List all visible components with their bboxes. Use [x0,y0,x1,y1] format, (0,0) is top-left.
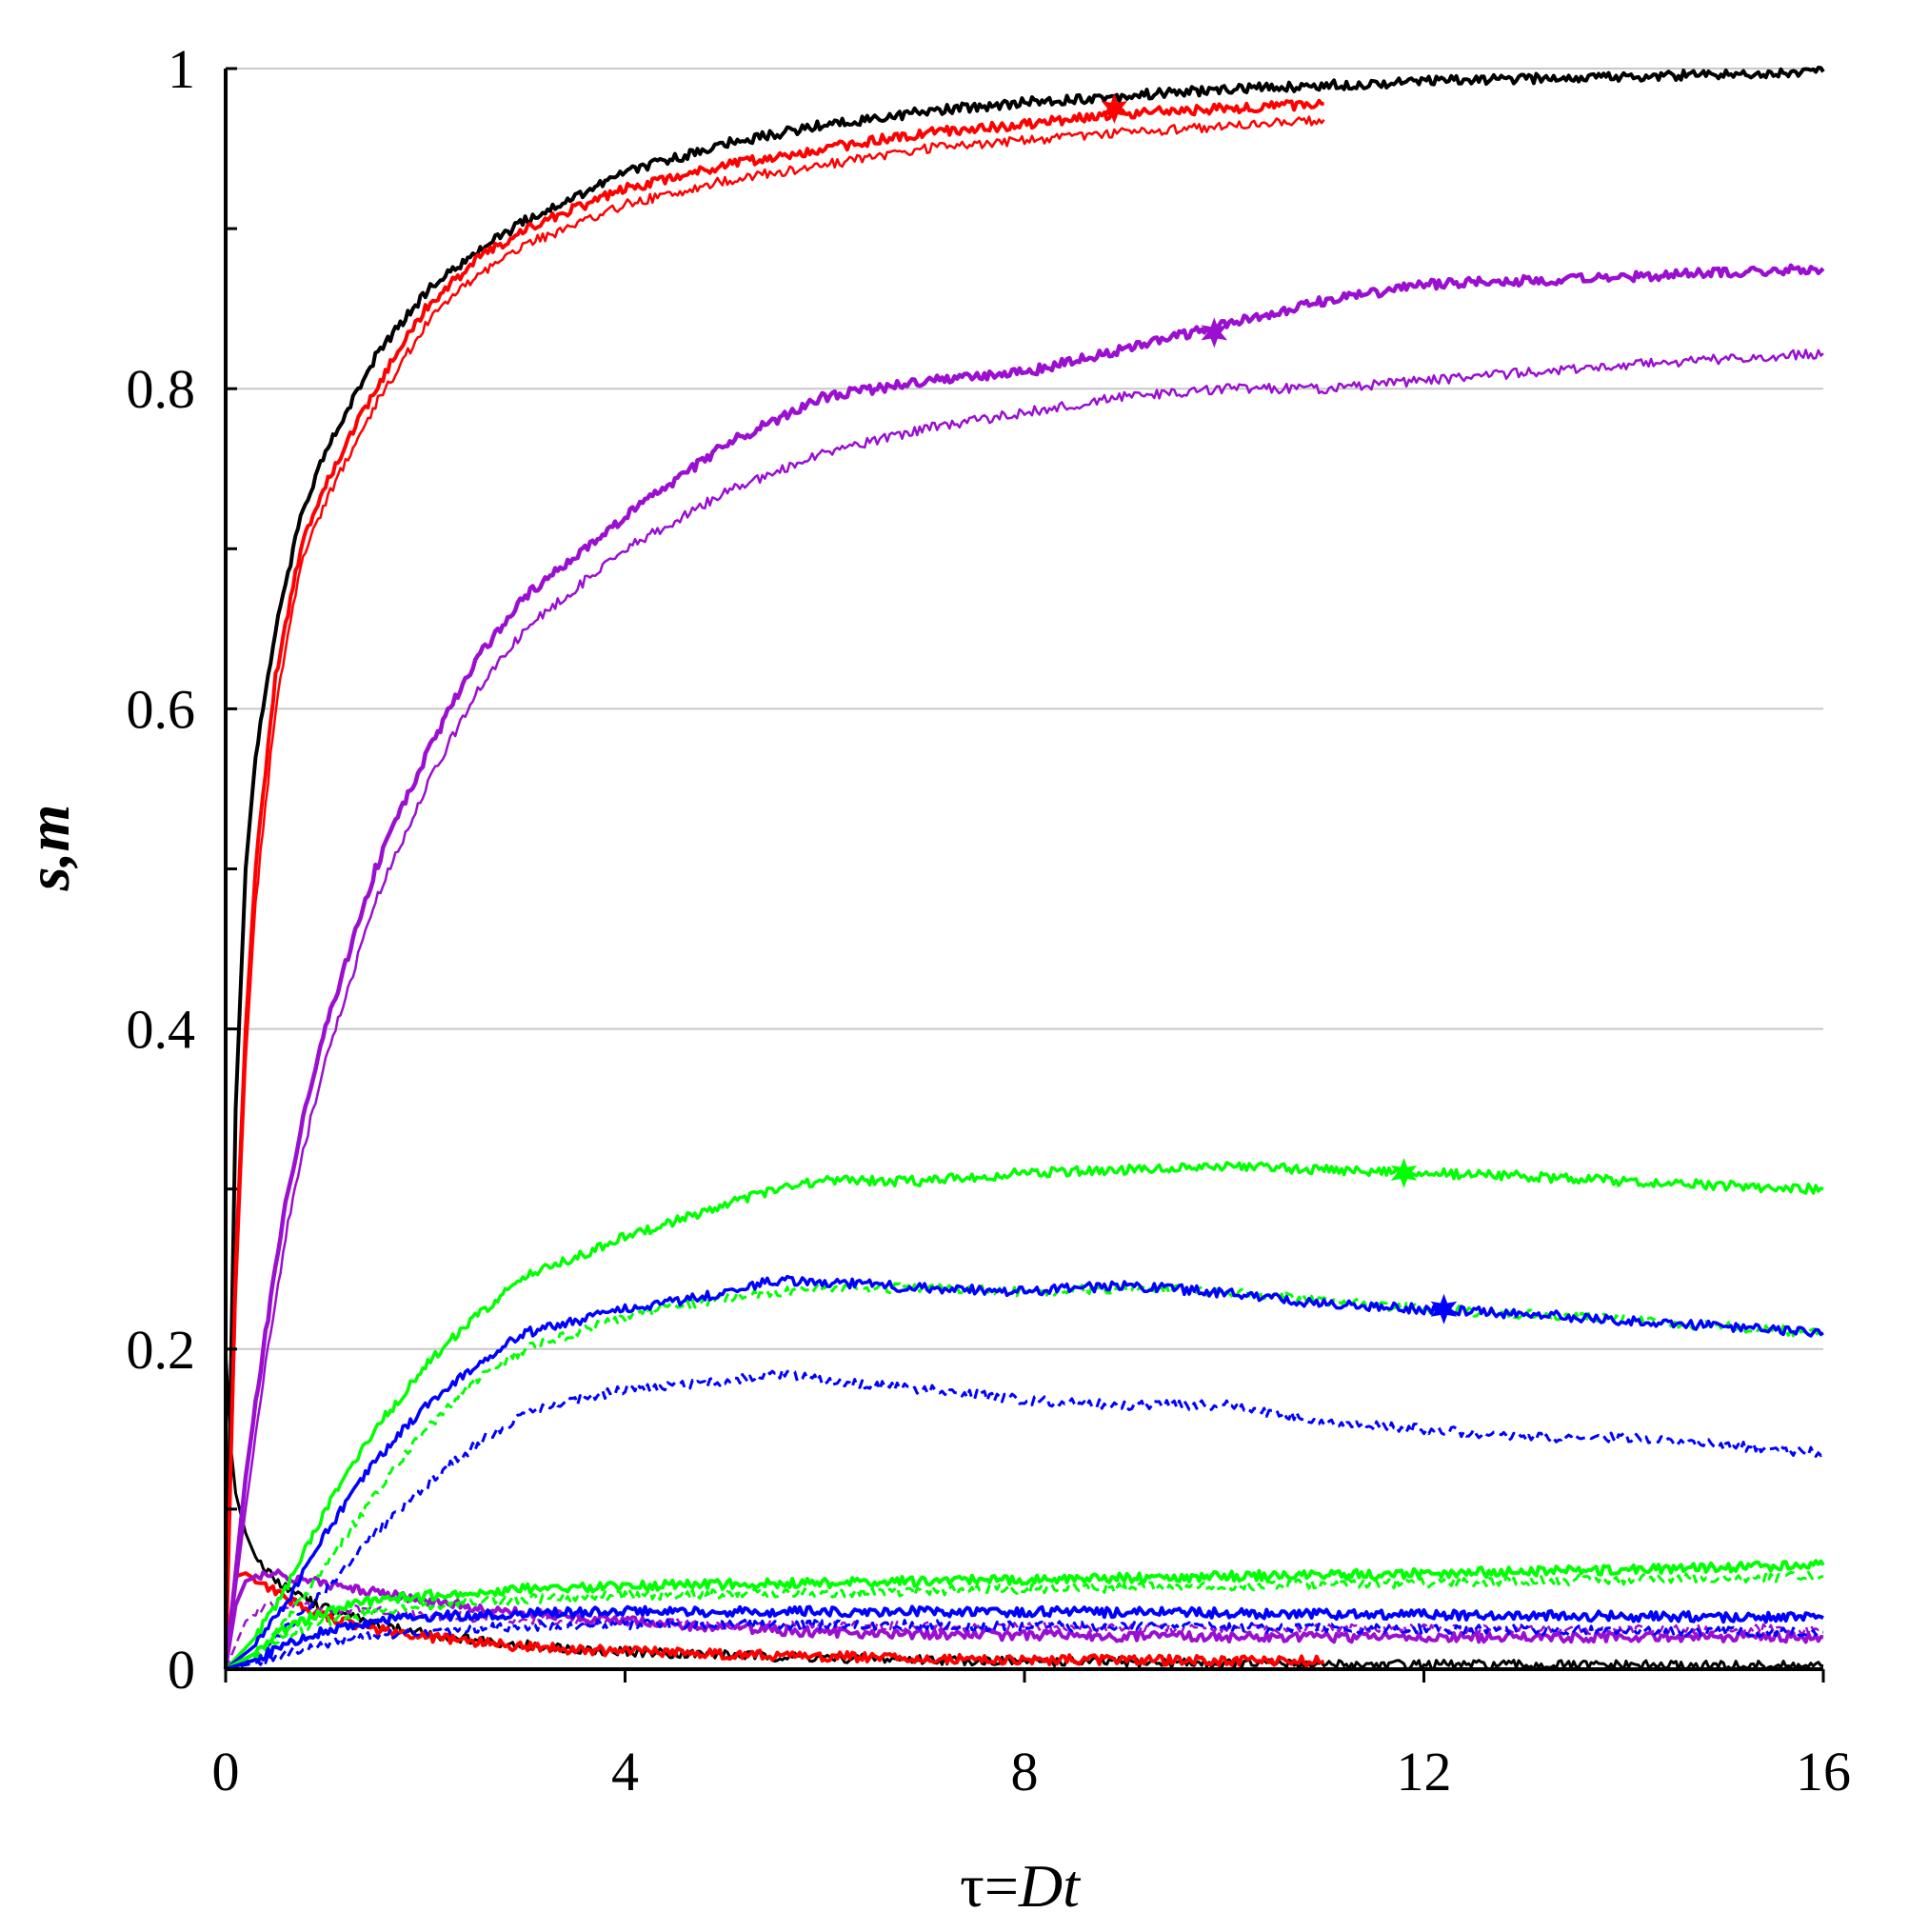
series-line [223,263,1825,1670]
series-line [224,1571,1325,1670]
series-line [224,115,1325,1670]
series-line [225,1570,1824,1671]
x-tick-label: 12 [1397,1741,1452,1803]
series-line [225,1559,1825,1671]
y-tick-label: 0.6 [127,678,196,740]
x-tick-label: 8 [1011,1741,1039,1803]
series-line [225,1618,1824,1671]
x-axis-label: τ=Dt [960,1852,1082,1920]
x-axis-label-italic: Dt [1018,1852,1082,1920]
x-tick-label: 0 [212,1741,240,1803]
y-tick-label: 0.8 [127,358,196,420]
y-tick-label: 0.4 [127,999,196,1061]
grid-lines [226,68,1823,1350]
y-axis-label: s,m [14,805,82,892]
series-line [225,1282,1824,1671]
x-tick-label: 16 [1796,1741,1851,1803]
series-line [225,1604,1824,1671]
y-tick-label: 0.2 [127,1319,196,1381]
series-group [223,66,1825,1672]
series-line [224,98,1324,1670]
series-marker [1430,1293,1458,1325]
x-axis-label-prefix: τ= [960,1852,1019,1920]
y-tick-labels: 0 0.2 0.4 0.6 0.8 1 [127,38,196,1701]
series-line [224,1348,1824,1672]
series-marker [1201,317,1228,349]
axes [224,67,1825,1683]
series-line [224,1274,1824,1671]
x-tick-labels: 0 4 8 12 16 [212,1741,1852,1803]
series-line [224,1568,1824,1670]
y-tick-label: 1 [168,38,195,100]
series-line [225,1368,1825,1671]
x-tick-label: 4 [611,1741,639,1803]
series-line [224,1161,1824,1671]
series-line [224,349,1824,1670]
series-marker [1101,93,1128,124]
series-line [224,66,1825,1670]
series-marker [1390,1157,1418,1188]
y-tick-label: 0 [168,1639,195,1701]
